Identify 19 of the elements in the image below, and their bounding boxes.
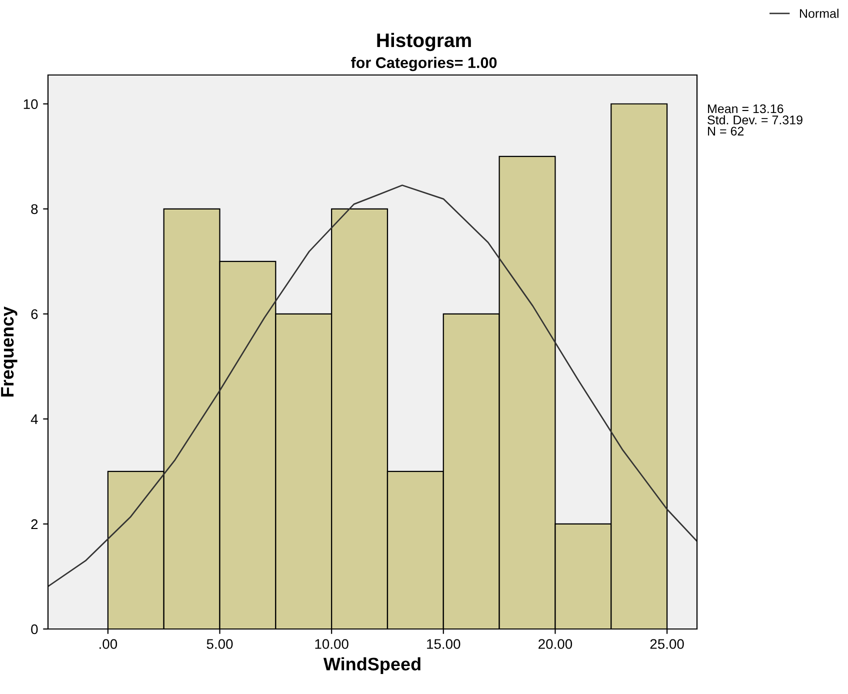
line-series: [48, 184, 697, 588]
y-axis-title: Frequency: [1, 306, 18, 396]
x-tick-label: 5.00: [206, 639, 233, 649]
x-tick-label: 15.00: [427, 639, 460, 649]
text: Mean = 13.16 Std. Dev. = 7.319 N = 62: [708, 104, 802, 136]
chart-title: Histogram: [377, 32, 471, 52]
x-tick-label: 20.00: [538, 639, 572, 649]
x-tick-label: 25.00: [650, 639, 684, 649]
legend-label: Normal: [800, 8, 838, 18]
x-axis-title: WindSpeed: [323, 657, 420, 674]
x-tick-label: 10.00: [315, 639, 348, 649]
y-tick-label: 2: [31, 519, 38, 530]
y-tick-label: 6: [31, 309, 38, 320]
y-tick-label: 8: [31, 204, 38, 214]
chart-subtitle: for Categories= 1.00: [351, 56, 497, 72]
y-tick-label: 0: [31, 624, 38, 634]
y-tick-label: 10: [24, 99, 38, 110]
y-tick-label: 4: [30, 414, 38, 424]
x-tick-label: .00: [100, 639, 118, 649]
